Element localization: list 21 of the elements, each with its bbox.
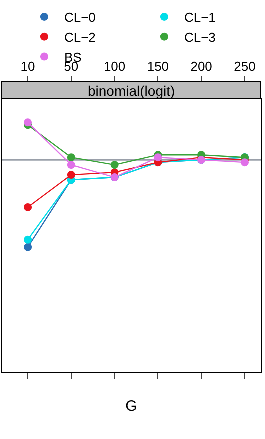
point bbox=[24, 236, 32, 244]
x-tick-label: 200 bbox=[190, 58, 212, 74]
x-tick-label: 250 bbox=[234, 58, 256, 74]
chart-title: binomial(logit) bbox=[88, 83, 176, 99]
x-tick-label: 100 bbox=[104, 58, 126, 74]
point bbox=[24, 243, 32, 252]
point bbox=[110, 161, 119, 170]
legend-label: CL−3 bbox=[184, 30, 216, 45]
x-tick-label: 150 bbox=[147, 58, 170, 74]
x-axis-title: G bbox=[126, 398, 138, 415]
x-tick-label: 10 bbox=[20, 58, 36, 74]
point bbox=[67, 171, 76, 180]
point bbox=[67, 161, 76, 170]
point bbox=[240, 158, 249, 167]
legend-label: CL−0 bbox=[64, 10, 96, 26]
point bbox=[154, 154, 162, 162]
point bbox=[24, 203, 32, 212]
legend-label: CL−1 bbox=[184, 10, 216, 26]
legend-label: CL−2 bbox=[64, 30, 96, 45]
point bbox=[24, 118, 32, 127]
point bbox=[67, 154, 76, 162]
